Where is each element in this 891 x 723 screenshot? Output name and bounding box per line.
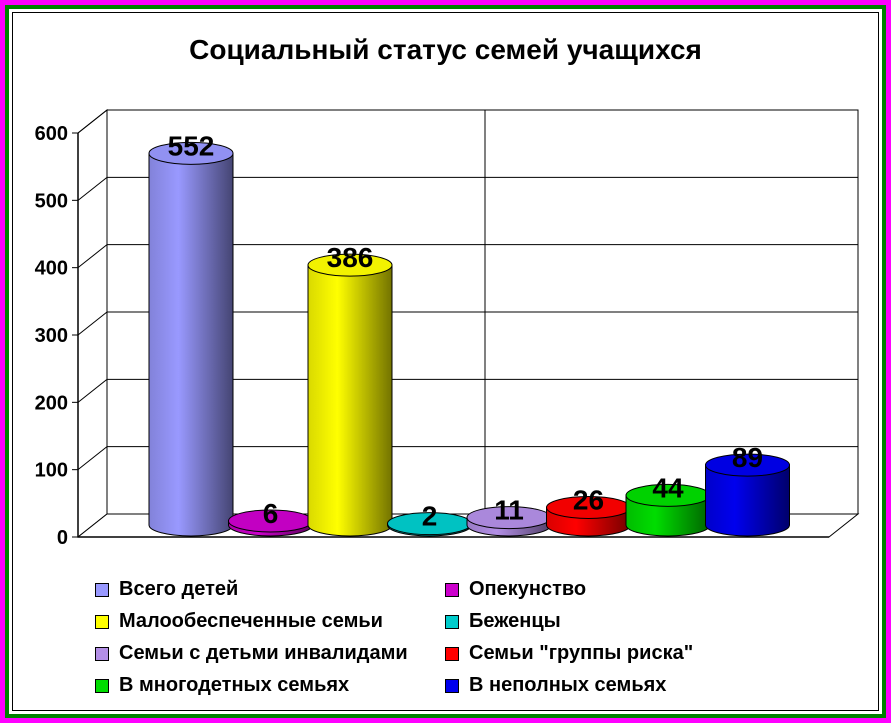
chart-title: Социальный статус семей учащихся	[189, 34, 702, 65]
legend-swatch	[445, 678, 459, 693]
gridline-side	[77, 446, 108, 471]
legend-label: В многодетных семьях	[119, 674, 350, 696]
legend-swatch	[445, 646, 459, 661]
bar-top-3	[307, 253, 393, 277]
bar-top-8	[705, 453, 790, 477]
y-tick-label: 500	[35, 190, 68, 212]
legend-label: Всего детей	[119, 578, 239, 600]
y-tick-label: 400	[35, 258, 68, 280]
legend-swatch	[95, 582, 109, 597]
bar-1	[148, 152, 234, 537]
y-tick-label: 300	[35, 325, 68, 347]
legend-item: Семьи с детьми инвалидами	[95, 642, 408, 665]
legend-label: Беженцы	[469, 610, 561, 632]
legend-swatch	[95, 646, 109, 661]
legend-item: Опекунство	[445, 578, 586, 601]
legend-label: Опекунство	[469, 578, 587, 600]
legend-item: Беженцы	[445, 610, 561, 633]
inner-border-line	[12, 12, 879, 711]
legend-label: Семьи с детьми инвалидами	[119, 642, 408, 664]
legend-item: Всего детей	[95, 578, 238, 601]
legend-item: В многодетных семьях	[95, 674, 349, 697]
legend-label: В неполных семьях	[469, 674, 667, 696]
data-label-8: 89	[732, 442, 763, 473]
data-label-7: 44	[652, 472, 684, 503]
data-label-4: 2	[422, 501, 438, 532]
y-tick-label: 0	[57, 527, 68, 549]
bar-top-1	[148, 141, 234, 165]
y-tick-label: 200	[35, 392, 68, 414]
data-label-2: 6	[263, 498, 279, 529]
bar-8	[705, 464, 790, 537]
data-label-3: 386	[327, 242, 374, 273]
gridline-side	[77, 311, 108, 336]
legend-item: Малообеспеченные семьи	[95, 610, 383, 633]
data-label-1: 552	[168, 130, 215, 161]
legend-swatch	[445, 582, 459, 597]
legend-label: Малообеспеченные семьи	[119, 610, 383, 632]
data-label-5: 11	[494, 495, 524, 526]
bar-3	[307, 264, 393, 537]
legend-swatch	[95, 614, 109, 629]
gridline-side	[77, 378, 108, 403]
data-label-6: 26	[573, 484, 604, 515]
gridline-side	[77, 244, 108, 269]
y-tick-label: 600	[35, 123, 68, 145]
inner-frame	[5, 5, 886, 718]
legend-label: Семьи "группы риска"	[469, 642, 694, 664]
gridline-side	[77, 176, 108, 201]
y-tick-label: 100	[35, 460, 68, 482]
legend-item: В неполных семьях	[445, 674, 666, 697]
legend-item: Семьи "группы риска"	[445, 642, 693, 665]
legend-swatch	[95, 678, 109, 693]
legend-swatch	[445, 614, 459, 629]
gridline-side	[77, 109, 108, 134]
